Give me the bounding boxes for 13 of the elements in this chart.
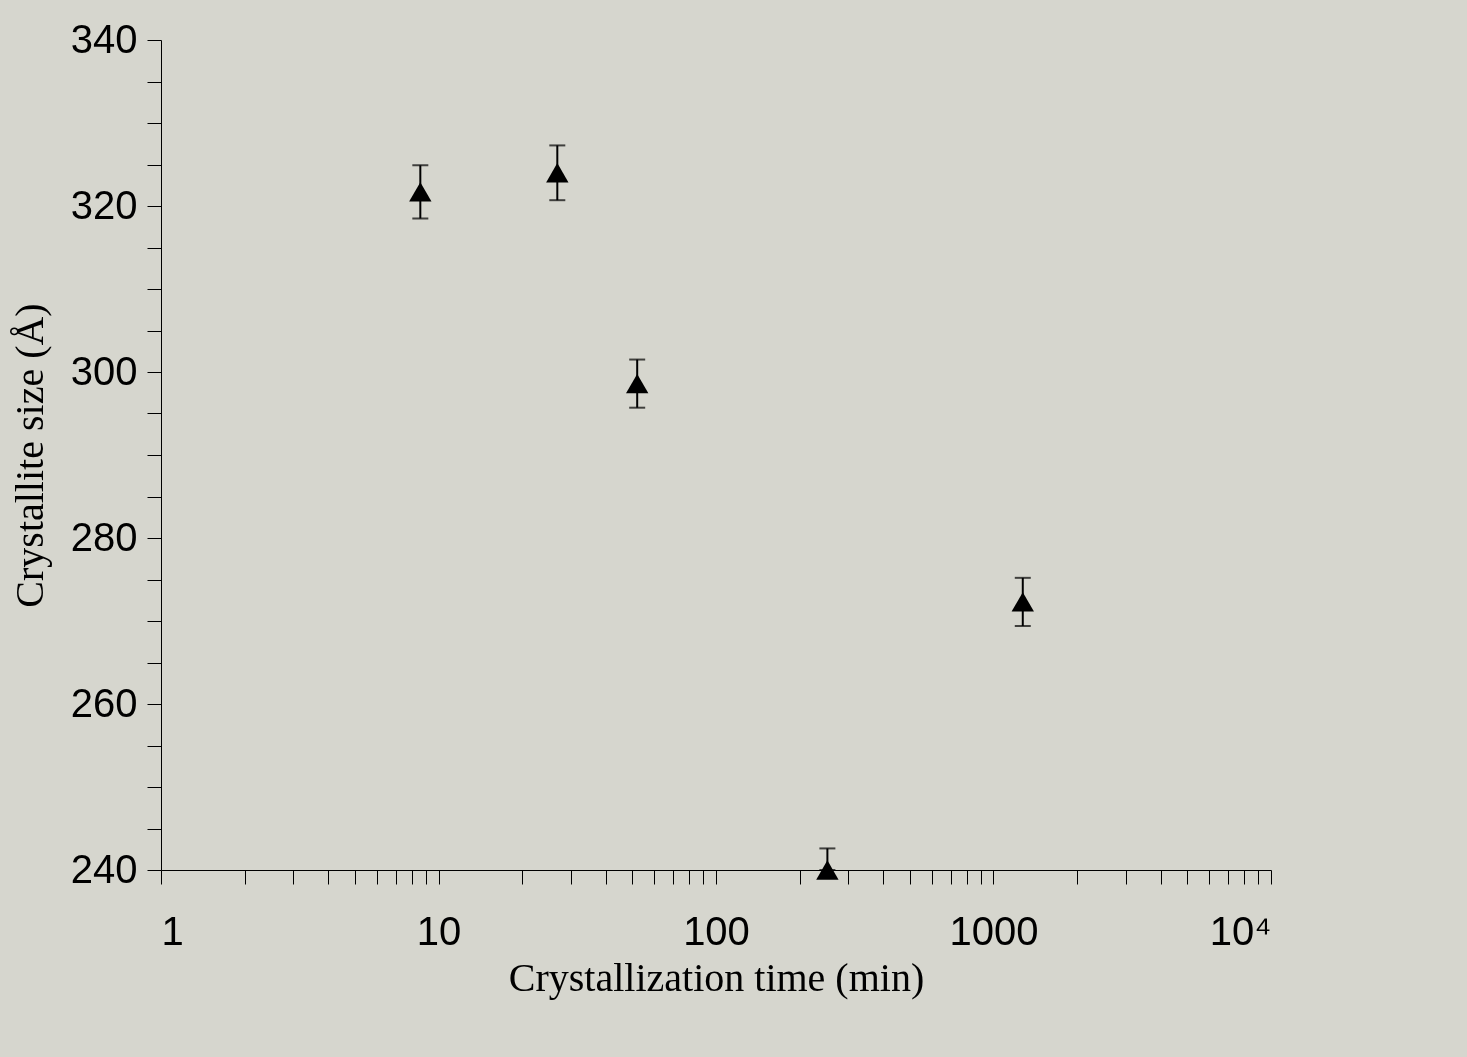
x-tick-label: 1000 [949,908,1039,953]
x-tick-label: 100 [683,908,750,953]
y-tick-label: 300 [70,348,138,393]
x-axis-title: Crystallization time (min) [508,954,925,1000]
y-tick-label: 340 [70,16,138,61]
y-tick-label: 240 [70,846,138,891]
y-tick-label: 320 [70,182,138,227]
y-tick-label: 260 [70,680,138,725]
x-tick-label: 10⁴ [1209,908,1272,953]
x-tick-label: 10 [416,908,462,953]
y-axis-title: Crystallite size (Å) [6,303,52,608]
y-tick-label: 280 [70,514,138,559]
x-tick-label: 1 [161,908,184,953]
